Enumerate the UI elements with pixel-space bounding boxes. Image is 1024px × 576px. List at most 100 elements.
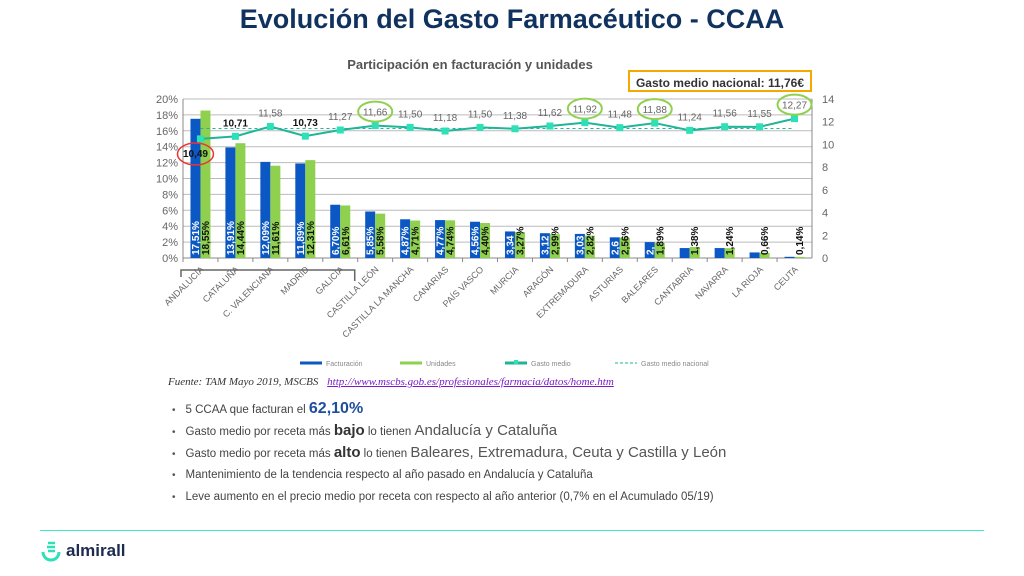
label-unidades: 2,99% — [550, 227, 561, 255]
bar-unidades — [410, 220, 421, 258]
bar-facturacion — [295, 163, 306, 258]
gasto-medio-label: 11,55 — [747, 109, 772, 120]
bar-facturacion — [504, 231, 515, 258]
label-unidades: 2,82% — [585, 227, 596, 255]
gasto-medio-label: 10,49 — [183, 149, 208, 160]
legend-point — [514, 360, 518, 364]
label-unidades: 2,56% — [620, 227, 631, 255]
bullet-text: Mantenimiento de la tendencia respecto a… — [185, 469, 593, 481]
footer-divider — [40, 530, 984, 531]
gasto-medio-label: 11,27 — [328, 112, 353, 123]
left-axis-tick: 6% — [162, 205, 178, 217]
right-axis-tick: 6 — [822, 185, 828, 197]
category-label: ARAGÓN — [521, 264, 556, 299]
bar-unidades — [794, 256, 805, 258]
bar-unidades — [200, 110, 211, 258]
label-facturacion: 17,51% — [191, 221, 202, 255]
bar-facturacion — [260, 161, 271, 258]
gasto-medio-point — [196, 135, 204, 143]
national-average-box: Gasto medio nacional: 11,76€ — [628, 70, 812, 92]
chart: 0% 2% 4% 6% 8% 10% 12% 14% 16% 18% 20% 0 2 4 6 8 10 12 14 1… — [156, 93, 834, 368]
gasto-medio-point — [231, 132, 239, 140]
label-unidades: 1,38% — [690, 227, 701, 255]
highlight-high-circle — [357, 100, 394, 123]
left-axis-tick: 12% — [156, 158, 178, 170]
right-axis-tick: 8 — [822, 162, 828, 174]
bar-unidades — [445, 220, 456, 258]
bar-unidades — [340, 205, 351, 258]
label-unidades: 1,89% — [655, 227, 666, 255]
gasto-medio-label: 11,24 — [678, 112, 703, 123]
category-label: MADRID — [279, 264, 312, 297]
bar-facturacion — [470, 221, 481, 258]
label-facturacion: 3,03 — [575, 235, 586, 255]
bar-facturacion — [784, 256, 795, 258]
source-note: Fuente: TAM Mayo 2019, MSCBS http://www.… — [168, 376, 614, 388]
bar-facturacion — [749, 252, 760, 258]
bar-unidades — [689, 247, 700, 258]
bar-unidades — [235, 143, 246, 258]
gasto-medio-label: 11,62 — [538, 108, 563, 119]
category-label: CASTILLA LA MANCHA — [340, 264, 415, 339]
bullet-regions: Baleares, Extremadura, Ceuta y Castilla … — [410, 444, 727, 461]
gasto-medio-point — [301, 132, 309, 140]
gasto-medio-label: 11,38 — [503, 111, 528, 122]
gasto-medio-label: 10,73 — [293, 118, 318, 129]
label-facturacion: 12,09% — [261, 221, 272, 255]
left-axis-tick: 20% — [156, 94, 178, 106]
gasto-medio-label: 11,18 — [433, 113, 458, 124]
bar-unidades — [270, 165, 281, 258]
left-axis-tick: 14% — [156, 142, 178, 154]
bar-facturacion — [190, 118, 201, 258]
gasto-medio-line — [200, 117, 795, 140]
almirall-logo: almirall — [40, 540, 126, 562]
label-facturacion: 3,34 — [505, 235, 516, 255]
label-unidades: 0,66% — [760, 227, 771, 255]
label-unidades: 4,74% — [446, 227, 457, 255]
source-link[interactable]: http://www.mscbs.gob.es/profesionales/fa… — [327, 376, 614, 388]
bar-facturacion — [539, 233, 550, 258]
bullet-text: lo tienen — [364, 426, 415, 438]
gasto-medio-label: 11,48 — [608, 110, 633, 121]
logo-text: almirall — [66, 541, 126, 560]
gasto-medio-point — [651, 119, 659, 127]
bar-facturacion — [679, 248, 690, 258]
label-unidades: 12,31% — [306, 221, 317, 255]
gasto-medio-label: 10,71 — [223, 118, 248, 129]
bar-unidades — [514, 232, 525, 258]
gasto-medio-point — [791, 115, 799, 123]
bullet-item: Gasto medio por receta más bajo lo tiene… — [172, 420, 726, 442]
label-facturacion: 2, — [645, 246, 656, 255]
gasto-medio-point — [616, 124, 624, 132]
bar-facturacion — [400, 219, 411, 258]
label-facturacion: 4,87% — [401, 227, 412, 255]
label-facturacion: 5,85% — [366, 227, 377, 255]
bar-facturacion — [330, 204, 341, 258]
gasto-medio-label: 11,88 — [643, 105, 668, 116]
bullet-item: 5 CCAA que facturan el 62,10% — [172, 398, 726, 420]
gasto-medio-point — [406, 123, 414, 131]
category-label: MURCIA — [488, 264, 520, 296]
label-unidades: 5,58% — [376, 227, 387, 255]
bar-facturacion — [435, 220, 446, 258]
highlight-low-circle — [176, 142, 215, 166]
gasto-medio-point — [441, 127, 449, 135]
gasto-medio-point — [266, 122, 274, 130]
logo-icon — [41, 541, 61, 562]
category-label: ANDALUCÍA — [162, 264, 205, 307]
bar-facturacion — [574, 233, 585, 258]
chart-title: Participación en facturación y unidades — [347, 57, 593, 72]
bar-unidades — [654, 242, 665, 258]
label-unidades: 14,44% — [236, 221, 247, 255]
label-unidades: 4,40% — [481, 227, 492, 255]
gasto-medio-point — [546, 122, 554, 130]
right-axis-tick: 12 — [822, 117, 834, 129]
label-unidades: 18,55% — [201, 221, 212, 255]
gasto-medio-label: 11,66 — [363, 108, 388, 119]
highlight-high-circle — [636, 98, 673, 121]
bullet-text: Gasto medio por receta más — [185, 448, 334, 460]
gasto-medio-label: 11,92 — [573, 105, 598, 116]
label-unidades: 1,24% — [725, 227, 736, 255]
label-unidades: 6,61% — [341, 227, 352, 255]
category-label: LA RIOJA — [730, 264, 765, 299]
